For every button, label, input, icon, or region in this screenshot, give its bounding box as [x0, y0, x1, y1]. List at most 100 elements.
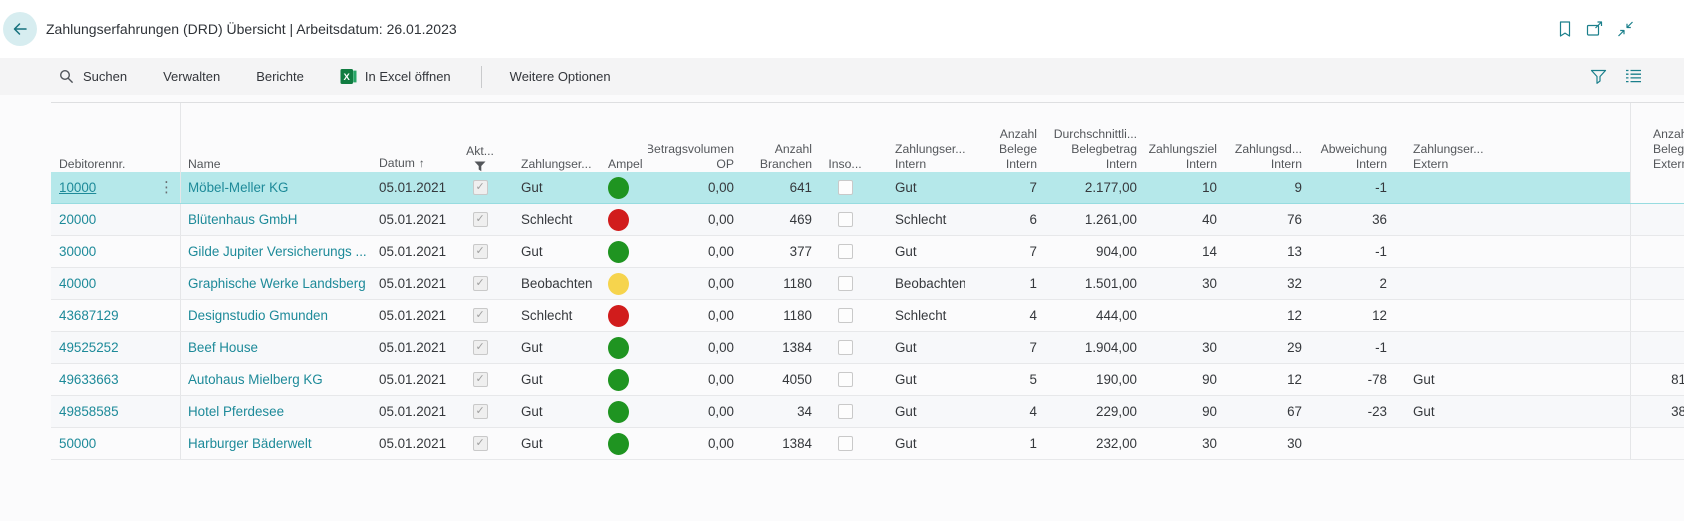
cell-betragsvolumen-op: 0,00	[707, 372, 734, 387]
customer-name-link[interactable]: Hotel Pferdesee	[188, 404, 285, 419]
cell-aktiv	[455, 204, 505, 235]
customer-name-link[interactable]: Gilde Jupiter Versicherungs ...	[188, 244, 367, 259]
table-row[interactable]: 43687129 ⋮ Designstudio Gmunden 05.01.20…	[51, 300, 1684, 332]
table-row[interactable]: 49858585 ⋮ Hotel Pferdesee 05.01.2021 Gu…	[51, 396, 1684, 428]
filter-icon[interactable]	[1590, 69, 1607, 85]
cell-insolvenz	[820, 332, 870, 363]
customer-name-link[interactable]: Blütenhaus GmbH	[188, 212, 298, 227]
cell-debitorennr: 10000 ⋮	[51, 172, 180, 203]
col-header-anzahl-branchen[interactable]: Anzahl Branchen	[759, 142, 812, 171]
cell-anzahl-belege-intern: 7	[1029, 244, 1037, 259]
table-row[interactable]: 30000 ⋮ Gilde Jupiter Versicherungs ... …	[51, 236, 1684, 268]
customer-name-link[interactable]: Harburger Bäderwelt	[188, 436, 312, 451]
cell-name: Blütenhaus GmbH	[180, 204, 372, 235]
collapse-icon[interactable]	[1617, 21, 1634, 38]
col-header-insolvenz[interactable]: Inso...	[828, 157, 862, 171]
list-view-icon[interactable]	[1625, 69, 1642, 84]
ampel-light	[608, 304, 629, 327]
row-context-menu-icon[interactable]: ⋮	[159, 179, 174, 196]
cell-abweichung-intern: -23	[1367, 404, 1387, 419]
table-row[interactable]: 50000 ⋮ Harburger Bäderwelt 05.01.2021 G…	[51, 428, 1684, 460]
cell-zahlungserfahrung-extern	[1395, 204, 1630, 235]
table-row[interactable]: 20000 ⋮ Blütenhaus GmbH 05.01.2021 Schle…	[51, 204, 1684, 236]
customer-number-link[interactable]: 30000	[59, 244, 97, 259]
cell-debitorennr: 20000 ⋮	[51, 204, 180, 235]
cell-anzahl-branchen: 1384	[782, 436, 812, 451]
col-header-aktiv[interactable]: Akt...	[455, 103, 505, 179]
col-header-zahlungserfahrung-intern[interactable]: Zahlungser... Intern	[895, 142, 965, 171]
back-button[interactable]	[3, 12, 37, 46]
cell-betragsvolumen-op: 0,00	[707, 212, 734, 227]
col-header-ampel[interactable]: Ampel	[608, 157, 643, 171]
customer-name-link[interactable]: Möbel-Meller KG	[188, 180, 289, 195]
cell-aktiv	[455, 332, 505, 363]
checkbox-unchecked-icon	[837, 340, 853, 355]
customer-name-link[interactable]: Designstudio Gmunden	[188, 308, 328, 323]
more-options-label: Weitere Optionen	[509, 69, 611, 84]
svg-text:X: X	[343, 72, 350, 83]
cell-zahlungserfahrung-intern: Gut	[895, 244, 917, 259]
col-header-betragsvolumen-op[interactable]: Betragsvolumen OP	[648, 142, 734, 171]
col-header-zahlungsziel-intern[interactable]: Zahlungsziel Intern	[1148, 142, 1217, 171]
table-row[interactable]: 49633663 ⋮ Autohaus Mielberg KG 05.01.20…	[51, 364, 1684, 396]
checkbox-unchecked-icon	[837, 276, 853, 291]
col-header-datum[interactable]: Datum ↑	[379, 156, 425, 170]
cell-durchschnittlicher-belegbetrag-intern: 190,00	[1096, 372, 1137, 387]
manage-label: Verwalten	[163, 69, 221, 84]
customer-number-link[interactable]: 49858585	[59, 404, 119, 419]
manage-button[interactable]: Verwalten	[163, 69, 220, 84]
excel-icon: X	[340, 68, 357, 85]
checkbox-checked-icon	[472, 276, 488, 291]
cell-anzahl-belege-extern	[1630, 300, 1684, 331]
table-row[interactable]: 10000 ⋮ Möbel-Meller KG 05.01.2021 Gut 0…	[51, 172, 1684, 204]
customer-number-link[interactable]: 49525252	[59, 340, 119, 355]
search-button[interactable]: Suchen	[58, 68, 127, 85]
col-header-debitorennr[interactable]: Debitorennr.	[59, 157, 126, 171]
customer-number-link[interactable]: 20000	[59, 212, 97, 227]
table-row[interactable]: 40000 ⋮ Graphische Werke Landsberg 05.01…	[51, 268, 1684, 300]
cell-datum: 05.01.2021	[379, 276, 447, 291]
cell-zahlungsdauer-intern: 29	[1287, 340, 1302, 355]
cell-zahlungserfahrung: Schlecht	[521, 308, 573, 323]
customer-name-link[interactable]: Beef House	[188, 340, 258, 355]
customer-number-link[interactable]: 49633663	[59, 372, 119, 387]
checkbox-checked-icon	[472, 212, 488, 227]
cell-durchschnittlicher-belegbetrag-intern: 1.261,00	[1084, 212, 1137, 227]
col-header-zahlungserfahrung[interactable]: Zahlungser...	[521, 157, 592, 171]
open-in-new-window-icon[interactable]	[1586, 21, 1604, 38]
col-header-durchschnittlicher-belegbetrag-intern[interactable]: Durchschnittli... Belegbetrag Intern	[1053, 127, 1137, 171]
checkbox-checked-icon	[472, 404, 488, 419]
customer-name-link[interactable]: Autohaus Mielberg KG	[188, 372, 323, 387]
cell-zahlungsziel-intern: 14	[1202, 244, 1217, 259]
bookmark-icon[interactable]	[1557, 21, 1573, 38]
cell-anzahl-belege-extern	[1630, 236, 1684, 267]
col-header-zahlungserfahrung-extern[interactable]: Zahlungser... Extern	[1413, 142, 1484, 171]
customer-name-link[interactable]: Graphische Werke Landsberg	[188, 276, 366, 291]
col-header-abweichung-intern[interactable]: Abweichung Intern	[1320, 142, 1387, 171]
col-header-zahlungsdauer-intern[interactable]: Zahlungsd... Intern	[1234, 142, 1302, 171]
table-row[interactable]: 49525252 ⋮ Beef House 05.01.2021 Gut 0,0…	[51, 332, 1684, 364]
col-header-name[interactable]: Name	[180, 103, 372, 179]
customer-number-link[interactable]: 40000	[59, 276, 97, 291]
customer-number-link[interactable]: 43687129	[59, 308, 119, 323]
cell-zahlungsdauer-intern: 13	[1287, 244, 1302, 259]
cell-name: Autohaus Mielberg KG	[180, 364, 372, 395]
cell-aktiv	[455, 428, 505, 459]
open-in-excel-button[interactable]: X In Excel öffnen	[340, 68, 451, 85]
cell-anzahl-branchen: 4050	[782, 372, 812, 387]
checkbox-unchecked-icon	[837, 308, 853, 323]
customer-number-link[interactable]: 10000	[59, 180, 97, 195]
col-header-anzahl-belege-extern[interactable]: AnzahlBelegeExtern	[1630, 103, 1684, 179]
checkbox-checked-icon	[472, 308, 488, 323]
cell-ampel	[600, 204, 648, 235]
cell-anzahl-belege-intern: 7	[965, 172, 1045, 203]
col-header-anzahl-belege-intern[interactable]: Anzahl Belege Intern	[999, 127, 1037, 171]
cell-zahlungserfahrung-extern	[1395, 332, 1630, 363]
reports-button[interactable]: Berichte	[256, 69, 304, 84]
cell-anzahl-belege-intern: 5	[1029, 372, 1037, 387]
cell-debitorennr: 49525252 ⋮	[51, 332, 180, 363]
customer-number-link[interactable]: 50000	[59, 436, 97, 451]
checkbox-checked-icon	[472, 244, 488, 259]
more-options-button[interactable]: Weitere Optionen	[510, 69, 611, 84]
cell-zahlungserfahrung-intern: Beobachten	[895, 276, 965, 291]
